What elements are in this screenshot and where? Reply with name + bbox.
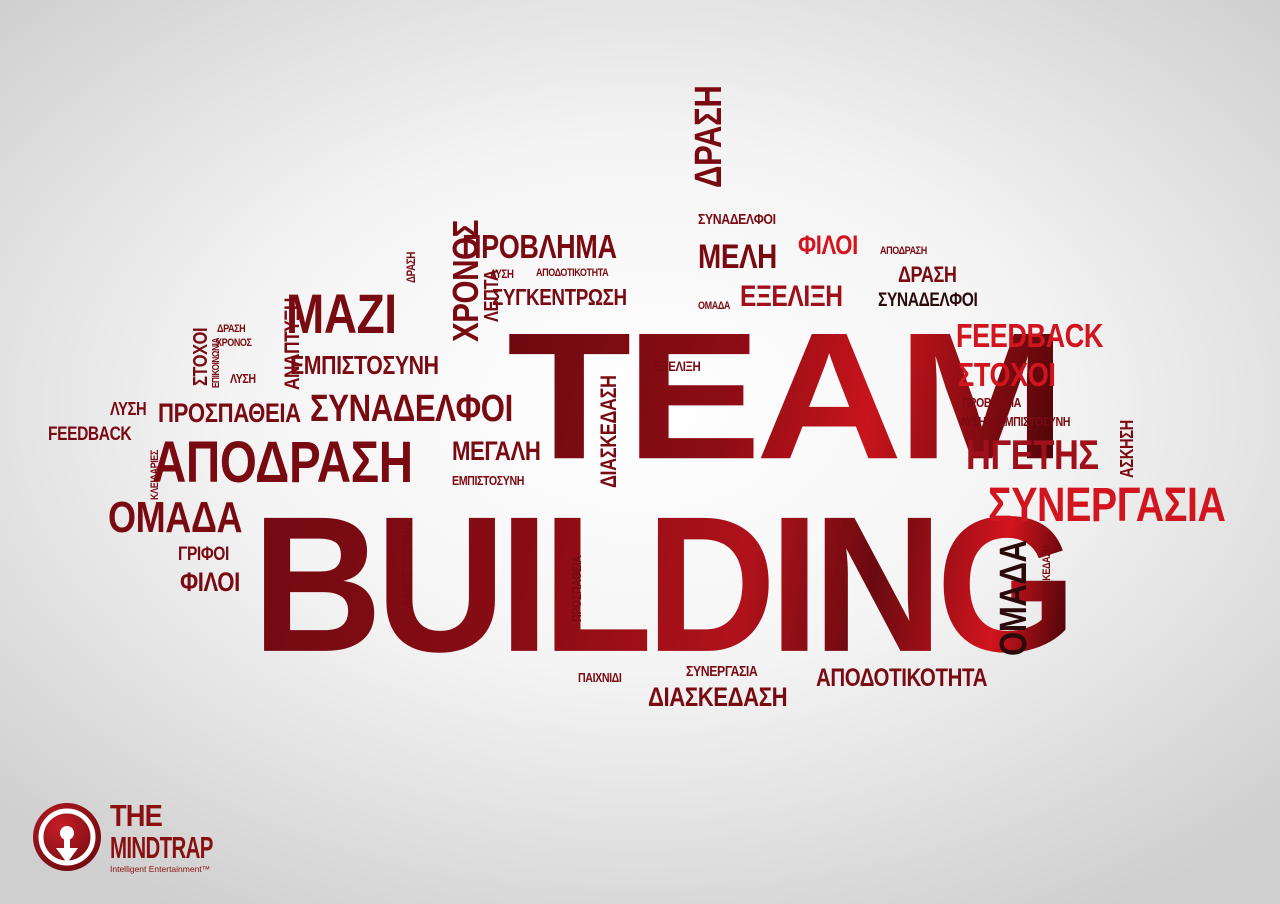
word-provlima-top: ΠΡΟΒΛΗΜΑ (462, 228, 617, 265)
word-drasi-small-vertical: ΔΡΑΣΗ (404, 252, 418, 283)
word-meli: ΜΕΛΗ (698, 238, 777, 276)
word-apodotikotita-bottom: ΑΠΟΔΟΤΙΚΟΤΗΤΑ (816, 664, 987, 692)
word-omada-small-top: ΟΜΑΔΑ (698, 300, 730, 312)
word-igetis: ΗΓΕΤΗΣ (966, 431, 1099, 478)
word-filoi-top: ΦΙΛΟΙ (798, 230, 858, 260)
word-feedback-right: FEEDBACK (956, 317, 1104, 354)
word-synergasia-small: ΣΥΝΕΡΓΑΣΙΑ (686, 663, 758, 680)
word-omada-vertical: ΟΜΑΔΑ (993, 540, 1035, 656)
word-synadelfoi-right: ΣΥΝΑΔΕΛΦΟΙ (878, 290, 978, 311)
word-xronos-tiny: ΧΡΟΝΟΣ (216, 337, 252, 349)
logo-line-the: THE (110, 798, 163, 833)
word-synadelfoi-top: ΣΥΝΑΔΕΛΦΟΙ (698, 211, 776, 228)
word-diaskedasi-vertical: ΔΙΑΣΚΕΔΑΣΗ (596, 375, 621, 488)
word-lysi-right: ΛΥΣΗ (960, 414, 986, 429)
word-drasi-vertical-top: ΔΡΑΣΗ (688, 85, 730, 188)
word-drasi-right: ΔΡΑΣΗ (898, 262, 957, 287)
word-empistosyni-small: ΕΜΠΙΣΤΟΣΥΝΗ (452, 473, 525, 488)
word-synergasia-big: ΣΥΝΕΡΓΑΣΙΑ (988, 479, 1226, 532)
mindtrap-logo: THE MINDTRAP Intelligent Entertainment™ (30, 795, 290, 885)
headline-team: TEAM (507, 294, 1067, 497)
word-exelixi-mid: ΕΞΕΛΙΞΗ (654, 358, 701, 374)
word-lysi-left: ΛΥΣΗ (230, 371, 256, 386)
word-empistosyni-left: ΕΜΠΙΣΤΟΣΥΝΗ (290, 350, 439, 380)
word-lysi-far-left: ΛΥΣΗ (110, 399, 147, 419)
word-stoxoi-right: ΣΤΟΧΟΙ (958, 356, 1056, 393)
word-filoi-left: ΦΙΛΟΙ (180, 567, 240, 597)
word-prospatheia-left: ΠΡΟΣΠΑΘΕΙΑ (158, 398, 301, 428)
word-paixnidi: ΠΑΙΧΝΙΔΙ (578, 670, 622, 685)
keyhole-pin-icon (33, 803, 101, 871)
word-synadelfoi-mid: ΣΥΝΑΔΕΛΦΟΙ (310, 388, 513, 430)
word-mazi: ΜΑΖΙ (286, 282, 397, 345)
logo-line-mindtrap: MINDTRAP (110, 830, 213, 865)
headline-building: BUILDING (252, 476, 1077, 693)
word-megali: ΜΕΓΑΛΗ (452, 436, 541, 466)
word-drasi-tiny: ΔΡΑΣΗ (217, 323, 246, 335)
logo-tagline: Intelligent Entertainment™ (110, 864, 211, 874)
word-prospatheia-vertical: ΠΡΟΣΠΑΘΕΙΑ (569, 555, 584, 622)
word-apodrasi-big: ΑΠΟΔΡΑΣΗ (152, 430, 413, 495)
word-apodotikotita-top: ΑΠΟΔΟΤΙΚΟΤΗΤΑ (536, 267, 609, 279)
word-empistosyni-right: ΕΜΠΙΣΤΟΣΥΝΗ (998, 414, 1071, 429)
word-empistosyni-vertical: ΕΜΠΙΣΤΟΣΥΝΗ (399, 522, 416, 606)
word-diaskedasi-bottom: ΔΙΑΣΚΕΔΑΣΗ (648, 682, 788, 712)
word-grifoi: ΓΡΙΦΟΙ (178, 544, 229, 565)
word-lysi-top: ΛΥΣΗ (490, 267, 514, 281)
word-provlima-right: ΠΡΟΒΛΗΜΑ (962, 395, 1021, 410)
word-stoxoi-vertical: ΣΤΟΧΟΙ (190, 327, 212, 386)
word-diaskedasi-small-vertical: ΔΙΑΣΚΕΔΑΣΗ (1041, 545, 1053, 600)
word-exelixi-top: ΕΞΕΛΙΞΗ (740, 280, 843, 313)
word-epikoinonia: ΕΠΙΚΟΙΝΩΝΙΑ (211, 338, 222, 388)
word-apodrasi-small-top: ΑΠΟΔΡΑΣΗ (880, 245, 927, 257)
word-xronos-big: ΧΡΟΝΟΣ (445, 220, 486, 342)
word-feedback-left: FEEDBACK (48, 424, 132, 445)
word-sygkentrosi: ΣΥΓΚΕΝΤΡΩΣΗ (492, 284, 627, 310)
word-omada-left: ΟΜΑΔΑ (108, 493, 243, 542)
word-askisi: ΑΣΚΗΣΗ (1117, 420, 1137, 478)
